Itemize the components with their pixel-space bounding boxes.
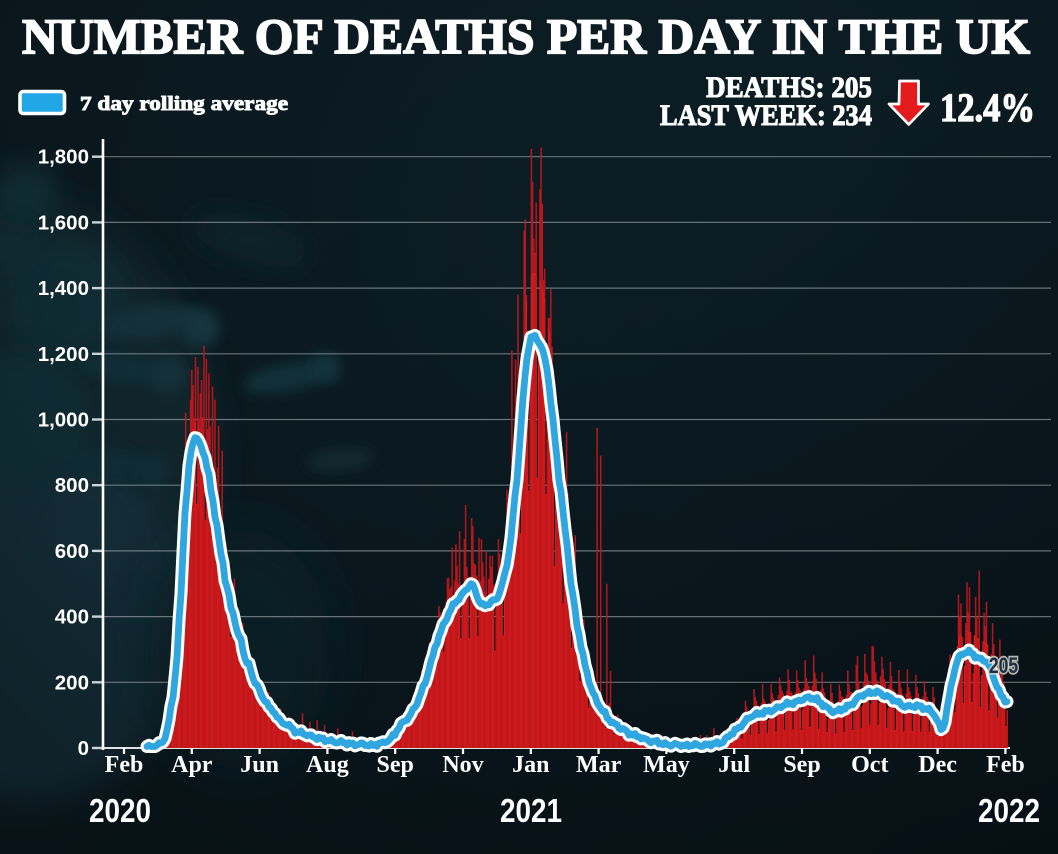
svg-text:1,200: 1,200: [38, 343, 89, 366]
svg-text:800: 800: [55, 474, 89, 497]
svg-text:Dec: Dec: [918, 752, 957, 778]
svg-text:205: 205: [989, 654, 1018, 679]
svg-text:LAST WEEK: 234: LAST WEEK: 234: [660, 99, 872, 132]
svg-text:600: 600: [55, 540, 89, 563]
svg-text:Feb: Feb: [105, 752, 144, 778]
svg-text:Jun: Jun: [240, 752, 279, 778]
svg-text:DEATHS: 205: DEATHS: 205: [706, 71, 872, 104]
svg-text:Nov: Nov: [442, 752, 483, 778]
svg-text:200: 200: [55, 671, 89, 694]
svg-text:Aug: Aug: [306, 752, 349, 778]
svg-text:2021: 2021: [500, 792, 562, 829]
svg-text:Sep: Sep: [783, 752, 820, 778]
svg-text:Jul: Jul: [718, 752, 750, 778]
svg-text:Sep: Sep: [377, 752, 414, 778]
svg-text:1,600: 1,600: [38, 211, 89, 234]
svg-text:1,000: 1,000: [38, 409, 89, 432]
svg-text:Apr: Apr: [171, 752, 213, 778]
svg-text:Mar: Mar: [576, 752, 622, 778]
svg-text:0: 0: [78, 737, 89, 760]
svg-text:2022: 2022: [978, 792, 1040, 829]
svg-text:12.4%: 12.4%: [940, 85, 1035, 130]
svg-text:Jan: Jan: [512, 752, 549, 778]
svg-text:May: May: [643, 752, 690, 778]
svg-text:1,400: 1,400: [38, 277, 89, 300]
svg-text:NUMBER OF DEATHS PER DAY IN TH: NUMBER OF DEATHS PER DAY IN THE UK: [22, 8, 1030, 64]
svg-text:Oct: Oct: [851, 752, 888, 778]
svg-text:2020: 2020: [89, 792, 151, 829]
svg-text:7 day rolling average: 7 day rolling average: [80, 93, 288, 115]
svg-text:400: 400: [55, 606, 89, 629]
svg-text:Feb: Feb: [986, 752, 1025, 778]
svg-text:1,800: 1,800: [38, 146, 89, 169]
